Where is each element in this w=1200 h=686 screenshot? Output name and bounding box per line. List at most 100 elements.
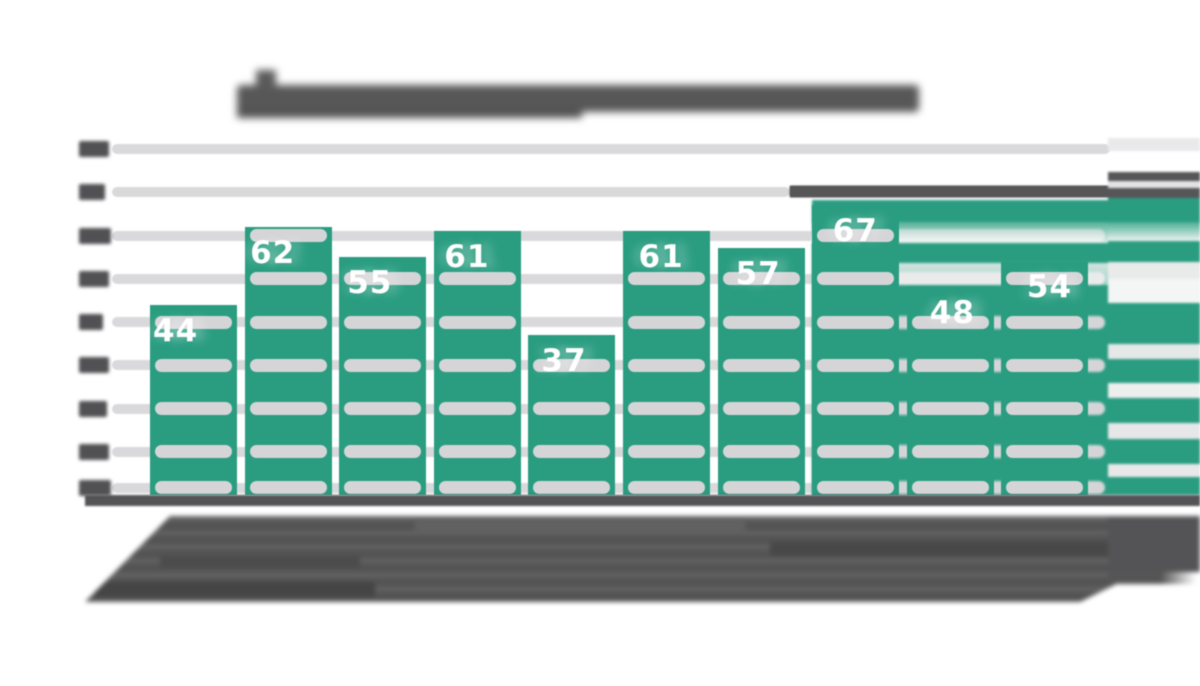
gridline-capsule <box>722 445 800 459</box>
gridline-capsule <box>344 402 422 415</box>
y-tick-label-smear <box>79 357 109 374</box>
gridline-capsule <box>438 272 516 286</box>
gridline-capsule <box>628 402 705 415</box>
y-tick-label-smear <box>79 141 109 157</box>
gridline-capsule <box>249 402 327 415</box>
gridline-capsule <box>1006 402 1084 415</box>
bar <box>150 304 237 495</box>
gridline-capsule <box>249 481 327 494</box>
bar-value-label: 54 <box>1026 269 1073 306</box>
gridline-capsule <box>817 229 895 242</box>
glitch-margin-band <box>1108 241 1200 262</box>
gridline-capsule <box>533 481 611 494</box>
smear-streak <box>770 542 1140 556</box>
smear-streak <box>160 556 360 568</box>
gridline-capsule <box>1006 358 1084 372</box>
y-tick-label-smear <box>79 479 111 496</box>
smear-streak <box>95 582 375 597</box>
gridline-capsule <box>533 358 611 372</box>
gridline-capsule <box>344 445 422 459</box>
gridline-capsule <box>1006 272 1084 286</box>
glitch-margin-band <box>1108 138 1200 151</box>
gridline-capsule <box>722 402 800 415</box>
gridline-capsule <box>155 481 232 494</box>
glitch-margin-band <box>1108 477 1200 495</box>
y-tick-label-smear <box>79 184 105 201</box>
gridline-capsule <box>1006 315 1084 329</box>
title-smear-bump <box>256 70 276 88</box>
gridline-capsule <box>722 481 800 494</box>
gridline-capsule <box>817 402 895 415</box>
glitch-margin-band <box>1108 188 1200 198</box>
glitch-margin-band <box>1108 198 1200 222</box>
gridline-capsule <box>344 315 422 329</box>
gridline-capsule <box>628 481 705 494</box>
glitch-dark-band <box>790 186 1110 197</box>
gridline-capsule <box>817 358 895 372</box>
bar-value-label: 44 <box>153 312 199 349</box>
glitch-margin-band <box>1108 303 1200 344</box>
glitch-margin-band <box>1108 383 1200 398</box>
bar-value-label: 48 <box>929 295 975 332</box>
gridline <box>112 273 1110 284</box>
gridline-capsule <box>249 272 327 286</box>
glitch-margin-band <box>1108 222 1200 241</box>
bar-value-label: 57 <box>735 256 781 293</box>
gridline-capsule <box>344 358 422 372</box>
gridline-capsule <box>249 229 327 242</box>
glitch-margin-band <box>1108 439 1200 464</box>
bar-value-label: 62 <box>250 234 296 271</box>
gridline-capsule <box>628 272 705 286</box>
glitch-margin-band <box>1108 172 1200 181</box>
gridline-capsule <box>438 315 516 329</box>
gridline-capsule <box>155 315 232 329</box>
gridline-capsule <box>911 481 989 494</box>
glitch-margin-band <box>1108 279 1200 303</box>
gridline-capsule <box>438 481 516 494</box>
gridline-capsule <box>817 481 895 494</box>
x-axis-labels-smear-right <box>1108 516 1200 572</box>
gridline-capsule <box>155 445 232 459</box>
smear-streak <box>415 520 745 531</box>
glitch-margin-band <box>1108 344 1200 359</box>
title-smear-underline <box>237 109 582 118</box>
y-tick-label-smear <box>79 227 111 244</box>
y-tick-label-smear <box>79 270 109 287</box>
gridline-capsule <box>1006 445 1084 459</box>
gridline-capsule <box>249 445 327 459</box>
gridline-capsule <box>155 358 232 372</box>
gridline <box>112 187 790 198</box>
x-axis-labels-smear-tail <box>1108 571 1196 584</box>
gridline-capsule <box>817 315 895 329</box>
y-tick-label-smear <box>79 400 107 417</box>
glitch-margin-band <box>1108 181 1200 188</box>
gridline-capsule <box>438 402 516 415</box>
gridline-capsule <box>438 358 516 372</box>
gridline-capsule <box>911 402 989 415</box>
x-axis-labels-smear-mass <box>85 516 1143 602</box>
gridline-capsule <box>911 358 989 372</box>
gridline-capsule <box>722 272 800 286</box>
gridline <box>112 230 1110 241</box>
bar-value-label: 67 <box>832 213 878 250</box>
gridline-capsule <box>628 315 705 329</box>
gridline-capsule <box>155 402 232 415</box>
gridline-capsule <box>628 445 705 459</box>
bar-value-label: 37 <box>541 342 587 379</box>
gridline-capsule <box>1006 481 1084 494</box>
gridline-capsule <box>533 445 611 459</box>
y-tick-label-smear <box>79 314 103 330</box>
bar-value-label: 61 <box>444 239 490 276</box>
gridline-capsule <box>722 358 800 372</box>
gridline <box>112 144 1110 154</box>
gridline-capsule <box>722 315 800 329</box>
bar-value-label: 55 <box>347 265 393 302</box>
gridline-capsule <box>344 481 422 494</box>
glitch-margin-band <box>1108 262 1200 279</box>
gridline-capsule <box>628 358 705 372</box>
gridline-capsule <box>249 315 327 329</box>
gridline-capsule <box>817 272 895 286</box>
y-tick-label-smear <box>79 443 109 460</box>
bar-value-label: 61 <box>638 239 684 276</box>
